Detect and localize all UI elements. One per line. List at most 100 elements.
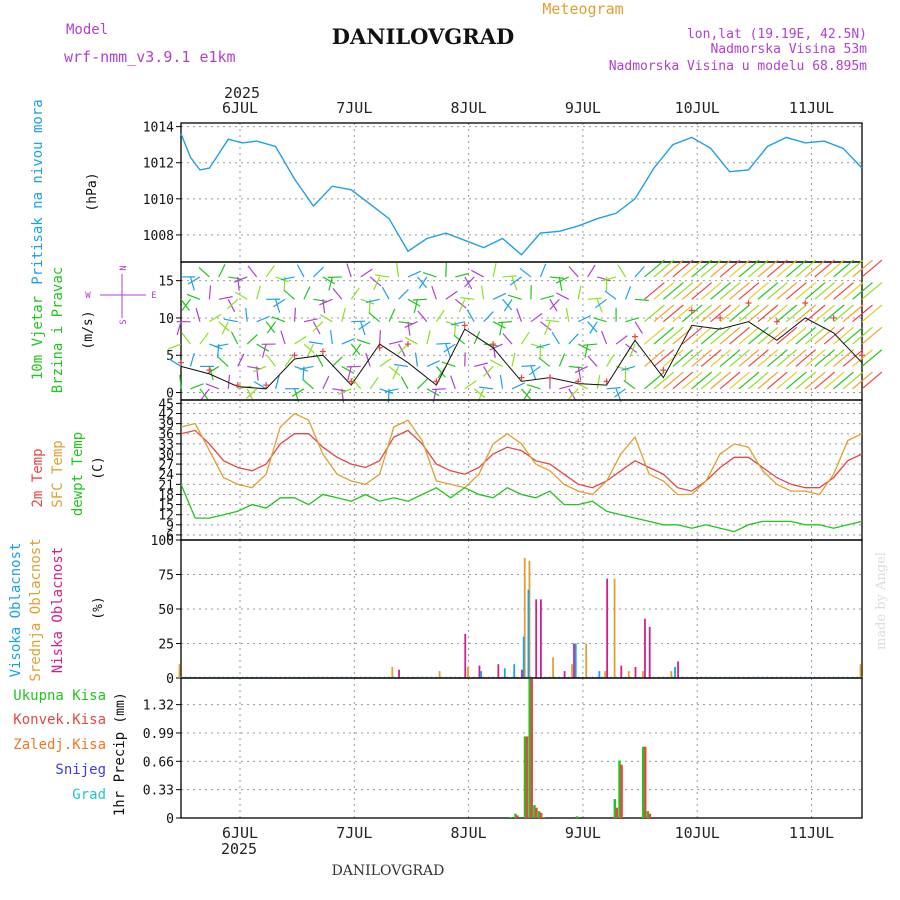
wind-barb (559, 384, 574, 390)
cloud-high-bar (574, 643, 577, 678)
wind-ylabel-1: 10m Vjetar (30, 296, 46, 380)
panel-pressure: 1014 1012 1010 1008 (143, 121, 863, 263)
wind-barb (435, 366, 446, 378)
wind-barb (293, 307, 297, 322)
wind-gust-mark (291, 352, 298, 359)
wind-barb (795, 349, 817, 367)
wind-barb (464, 380, 477, 390)
wind-barb (719, 371, 741, 390)
wind-barb (545, 319, 560, 323)
wind-barb (833, 349, 854, 367)
wind-barb (303, 318, 318, 323)
wind-barb (483, 343, 498, 347)
wind-barb (341, 307, 346, 322)
temp-dew-line (180, 484, 863, 533)
wind-gust-mark (405, 341, 411, 348)
wind-barb (729, 349, 750, 367)
wind-barb (381, 286, 390, 300)
wind-barb (757, 259, 779, 278)
wind-barb (176, 321, 182, 336)
wind-barb (776, 259, 798, 278)
y-tick-label: 24 (158, 468, 174, 483)
cloud-low-bar (573, 643, 575, 678)
wind-barb (624, 285, 632, 300)
wind-barb (256, 285, 261, 300)
wind-barb (776, 282, 798, 300)
wind-barb (804, 259, 826, 278)
precip-total-bar (528, 678, 531, 818)
wind-barb (852, 259, 873, 278)
wind-gust-mark (518, 374, 525, 381)
wind-barb (350, 343, 361, 356)
wind-barb (823, 259, 845, 278)
y-tick-label: 39 (158, 418, 174, 433)
wind-barb (396, 263, 400, 278)
wind-gust-mark (660, 367, 667, 374)
cloud-high-bar (598, 671, 601, 678)
wind-barb (767, 349, 788, 367)
temp-ylabel-2m: 2m Temp (30, 448, 46, 507)
wind-barb (700, 349, 722, 367)
wind-barb (530, 312, 543, 323)
wind-barb (823, 304, 845, 323)
wind-barb (284, 354, 294, 367)
day-label-top: 7JUL (336, 99, 372, 117)
wind-barb (539, 263, 547, 278)
wind-barb (540, 295, 555, 300)
wind-barb (587, 355, 598, 367)
year-top: 2025 (224, 84, 260, 102)
wind-barb (252, 365, 267, 373)
wind-barb (330, 330, 333, 345)
cloud-mid-bar (859, 664, 862, 678)
wind-barb (492, 321, 506, 329)
wind-barb (303, 343, 315, 354)
wind-gust-mark (859, 352, 865, 359)
wind-barb (265, 321, 276, 334)
wind-barb (375, 274, 390, 278)
wind-barb (483, 311, 494, 323)
pressure-ylabel: Pritisak na nivou mora (30, 99, 46, 284)
wind-barb (691, 349, 713, 367)
wind-barb (198, 267, 210, 278)
panel-border (180, 677, 863, 819)
wind-barb (200, 388, 210, 401)
cloud-low-bar (398, 669, 400, 678)
wind-barb (502, 275, 517, 278)
wind-barb (606, 354, 615, 367)
wind-barb (358, 321, 371, 330)
wind-barb (653, 326, 675, 345)
wind-barb (597, 276, 611, 282)
wind-barb (445, 321, 460, 327)
wind-gust-mark (206, 367, 213, 374)
wind-barb (729, 282, 750, 300)
wind-barb (435, 309, 445, 323)
wind-barb (186, 293, 201, 300)
y-tick-label: 5 (166, 349, 174, 364)
wind-barb (710, 349, 731, 367)
precip-total-bar (641, 746, 645, 818)
wind-barb (431, 388, 446, 391)
wind-barb (360, 268, 373, 278)
y-tick-label: 9 (166, 519, 174, 534)
model-altitude-label: Nadmorska Visina u modelu 68.895m (609, 59, 867, 74)
wind-barb (662, 349, 684, 367)
wind-barb (662, 326, 684, 345)
day-label-top: 6JUL (222, 99, 258, 117)
wind-barb (498, 321, 513, 324)
wind-barb (520, 331, 530, 345)
wind-barb (719, 304, 741, 323)
wind-barb (319, 298, 333, 306)
wind-barb (577, 343, 591, 351)
cloud-high-bar (513, 664, 516, 678)
cloud-low-bar (648, 626, 651, 678)
wind-unit: (m/s) (81, 310, 96, 349)
wind-barb (719, 259, 741, 278)
wind-barb (205, 383, 220, 390)
wind-barb (738, 259, 760, 278)
wind-barb (280, 330, 286, 345)
wind-barb (644, 349, 665, 367)
precip-konvek-bar (615, 807, 619, 818)
precip-total-bar (618, 760, 621, 818)
cloud-mid-bar (467, 666, 469, 678)
wind-barb (700, 326, 722, 345)
